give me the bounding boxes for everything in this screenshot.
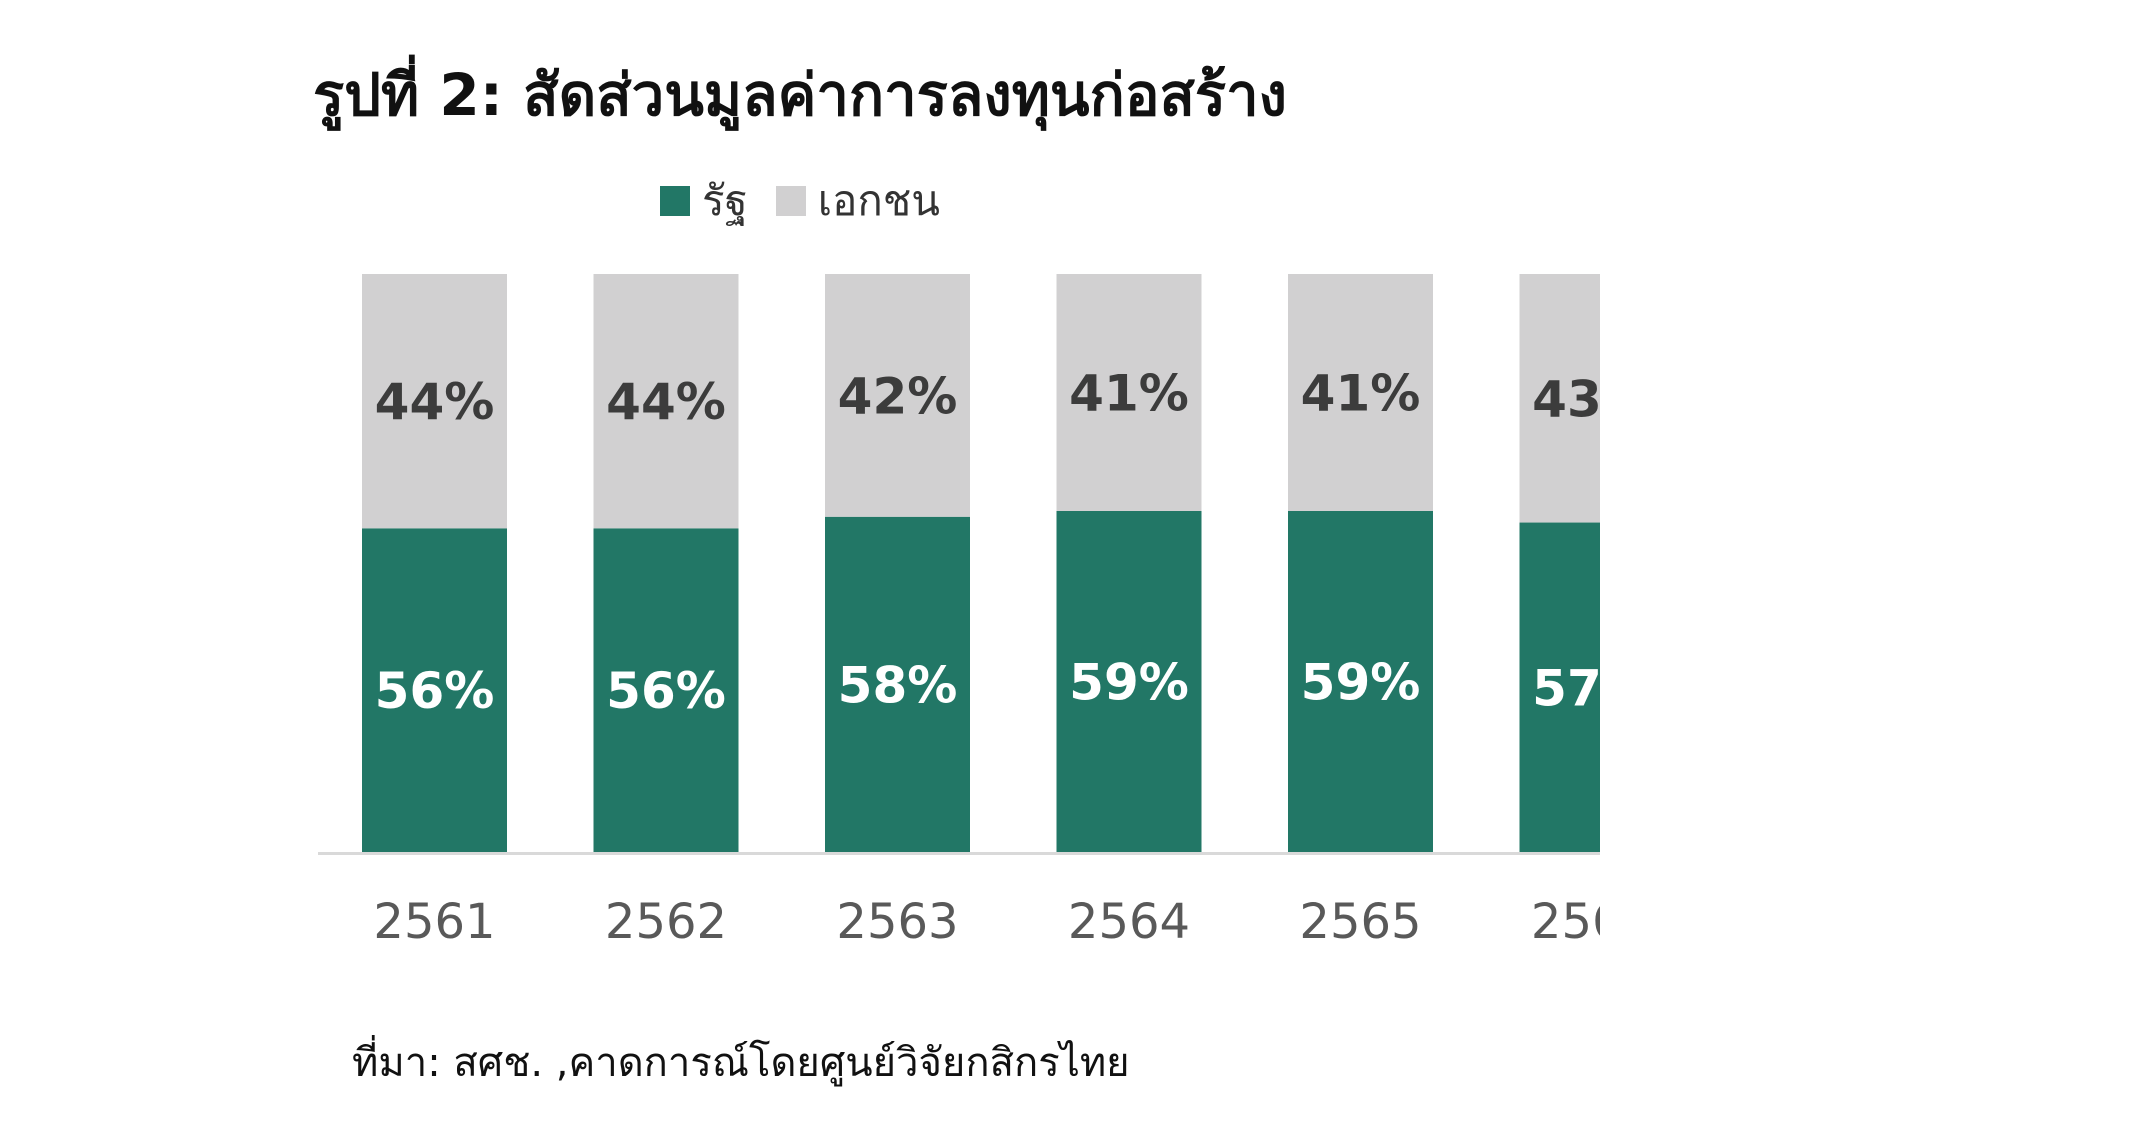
legend-label-government: รัฐ (702, 176, 748, 225)
legend: รัฐ เอกชน (0, 168, 1600, 234)
bar-government-2564 (1056, 510, 1202, 852)
stacked-bar-chart: 56% 44% 2561 56% 44% 2562 58% 42% 2563 59% 41% 2564… (318, 274, 1600, 950)
data-label-government-2566: 57% (1532, 659, 1600, 717)
bar-government-2563 (825, 516, 970, 852)
data-label-private-2563: 42% (838, 367, 958, 425)
data-label-private-2562: 44% (606, 373, 726, 431)
legend-item-private: เอกชน (775, 168, 940, 234)
x-tick-label-2563: 2563 (836, 894, 958, 950)
data-label-government-2562: 56% (606, 662, 726, 720)
bar-private-2562 (593, 274, 739, 529)
bar-private-2563 (825, 274, 970, 517)
data-label-private-2561: 44% (375, 373, 495, 431)
bar-private-2565 (1288, 274, 1433, 511)
data-label-government-2565: 59% (1301, 653, 1421, 711)
bar-government-2566 (1519, 522, 1600, 852)
data-label-private-2565: 41% (1301, 364, 1421, 422)
data-label-government-2561: 56% (375, 662, 495, 720)
x-tick-label-2561: 2561 (373, 894, 495, 950)
x-tick-label-2566: 2566 (1531, 894, 1600, 950)
legend-label-private: เอกชน (817, 176, 940, 225)
bar-government-2565 (1288, 510, 1433, 852)
legend-item-government: รัฐ (660, 168, 748, 234)
data-label-private-2564: 41% (1069, 364, 1189, 422)
legend-swatch-private (775, 186, 806, 216)
legend-swatch-government (660, 186, 691, 216)
data-label-government-2563: 58% (838, 656, 958, 714)
data-label-private-2566: 43% (1532, 370, 1600, 428)
source-note: ที่มา: สศช. ,คาดการณ์โดยศูนย์วิจัยกสิกรไ… (352, 1040, 1130, 1086)
x-tick-label-2565: 2565 (1299, 894, 1421, 950)
x-tick-label-2562: 2562 (605, 894, 727, 950)
bar-private-2564 (1056, 274, 1202, 511)
bar-government-2562 (593, 528, 739, 852)
bar-private-2561 (362, 274, 507, 529)
data-label-government-2564: 59% (1069, 653, 1189, 711)
bar-private-2566 (1519, 274, 1600, 523)
chart-title: รูปที่ 2: สัดส่วนมูลค่าการลงทุนก่อสร้าง (313, 61, 1287, 129)
x-tick-label-2564: 2564 (1068, 894, 1190, 950)
bar-government-2561 (362, 528, 507, 852)
